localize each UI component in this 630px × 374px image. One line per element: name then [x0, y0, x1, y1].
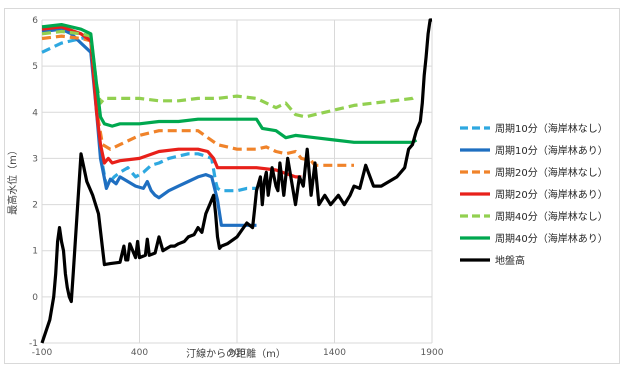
series-line-2	[41, 27, 257, 227]
y-tick-label: -1	[29, 339, 38, 349]
series-line-5	[41, 29, 418, 119]
x-axis-title: 汀線からの距離（m）	[186, 347, 286, 360]
series-layer	[40, 18, 432, 344]
x-tick-label: 1900	[421, 348, 444, 358]
y-axis-title: 最高水位（m）	[6, 145, 19, 215]
legend-label-4: 周期20分（海岸林あり）	[495, 188, 608, 201]
y-tick-label: 5	[32, 62, 38, 72]
series-line-7	[40, 18, 432, 344]
x-tick-label: 400	[131, 348, 148, 358]
legend: 周期10分（海岸林なし） 周期10分（海岸林あり） 周期20分（海岸林なし） 周期20…	[460, 122, 608, 267]
x-tick-label: 1400	[323, 348, 346, 358]
y-tick-label: 2	[32, 201, 38, 211]
series-line-3	[41, 34, 354, 167]
legend-label-6: 周期40分（海岸林あり）	[495, 232, 608, 245]
tick-layer: -100 400 900 1400 1900 -1 0 1 2 3 4 5 6	[29, 16, 444, 358]
legend-label-3: 周期20分（海岸林なし）	[495, 166, 608, 179]
y-tick-label: 3	[32, 154, 38, 164]
y-tick-label: 1	[32, 247, 38, 257]
series-line-4	[41, 25, 302, 179]
legend-label-1: 周期10分（海岸林なし）	[495, 122, 608, 135]
y-tick-label: 6	[32, 16, 38, 26]
legend-label-2: 周期10分（海岸林あり）	[495, 144, 608, 157]
legend-label-7: 地盤高	[495, 254, 525, 267]
grid-layer	[41, 19, 433, 344]
legend-label-5: 周期40分（海岸林なし）	[495, 210, 608, 223]
series-line-1	[41, 34, 257, 193]
series-line-6	[41, 23, 418, 144]
x-tick-label: 900	[228, 348, 245, 358]
y-tick-label: 4	[32, 108, 38, 118]
x-tick-label: -100	[32, 348, 53, 358]
y-tick-label: 0	[32, 293, 38, 303]
